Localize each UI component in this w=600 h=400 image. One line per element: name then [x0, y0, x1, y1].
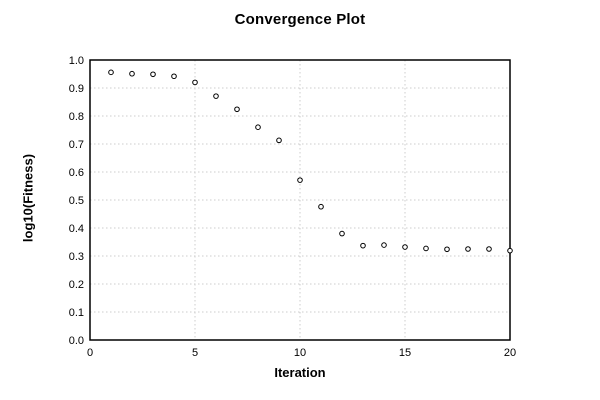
y-tick-label: 0.7 — [69, 139, 84, 151]
data-point — [486, 246, 492, 252]
x-tick-label: 10 — [294, 347, 306, 359]
x-tick-label: 15 — [399, 347, 411, 359]
data-point — [402, 244, 408, 250]
data-point — [360, 242, 366, 249]
x-tick-label: 5 — [192, 347, 198, 359]
data-point — [381, 242, 387, 248]
y-tick-label: 0.3 — [69, 251, 84, 263]
data-point — [423, 245, 429, 252]
y-tick-label: 0.6 — [69, 167, 84, 179]
data-point — [297, 177, 303, 183]
data-point — [150, 71, 156, 78]
data-point — [339, 230, 345, 237]
y-tick-label: 0.0 — [69, 335, 84, 347]
y-tick-label: 0.2 — [69, 279, 84, 291]
data-point — [234, 106, 240, 113]
y-tick-label: 0.1 — [69, 307, 84, 319]
plot-border — [89, 59, 511, 341]
data-point — [318, 203, 324, 210]
data-point — [129, 70, 135, 77]
data-point — [465, 246, 471, 252]
data-point — [192, 79, 198, 86]
x-tick-label: 0 — [87, 347, 93, 359]
y-tick-label: 0.4 — [69, 223, 84, 235]
data-point — [507, 247, 513, 254]
data-point — [444, 246, 450, 253]
y-tick-label: 0.9 — [69, 83, 84, 95]
data-point — [255, 124, 261, 130]
data-point — [171, 73, 177, 80]
y-tick-label: 0.8 — [69, 111, 84, 123]
y-tick-label: 0.5 — [69, 195, 84, 207]
y-tick-label: 1.0 — [69, 55, 84, 67]
data-point — [108, 69, 114, 76]
data-point — [276, 137, 282, 144]
data-point — [213, 93, 219, 99]
chart-title: Convergence Plot — [234, 11, 366, 28]
x-tick-label: 20 — [504, 347, 516, 359]
x-axis-label: Iteration — [274, 365, 326, 380]
